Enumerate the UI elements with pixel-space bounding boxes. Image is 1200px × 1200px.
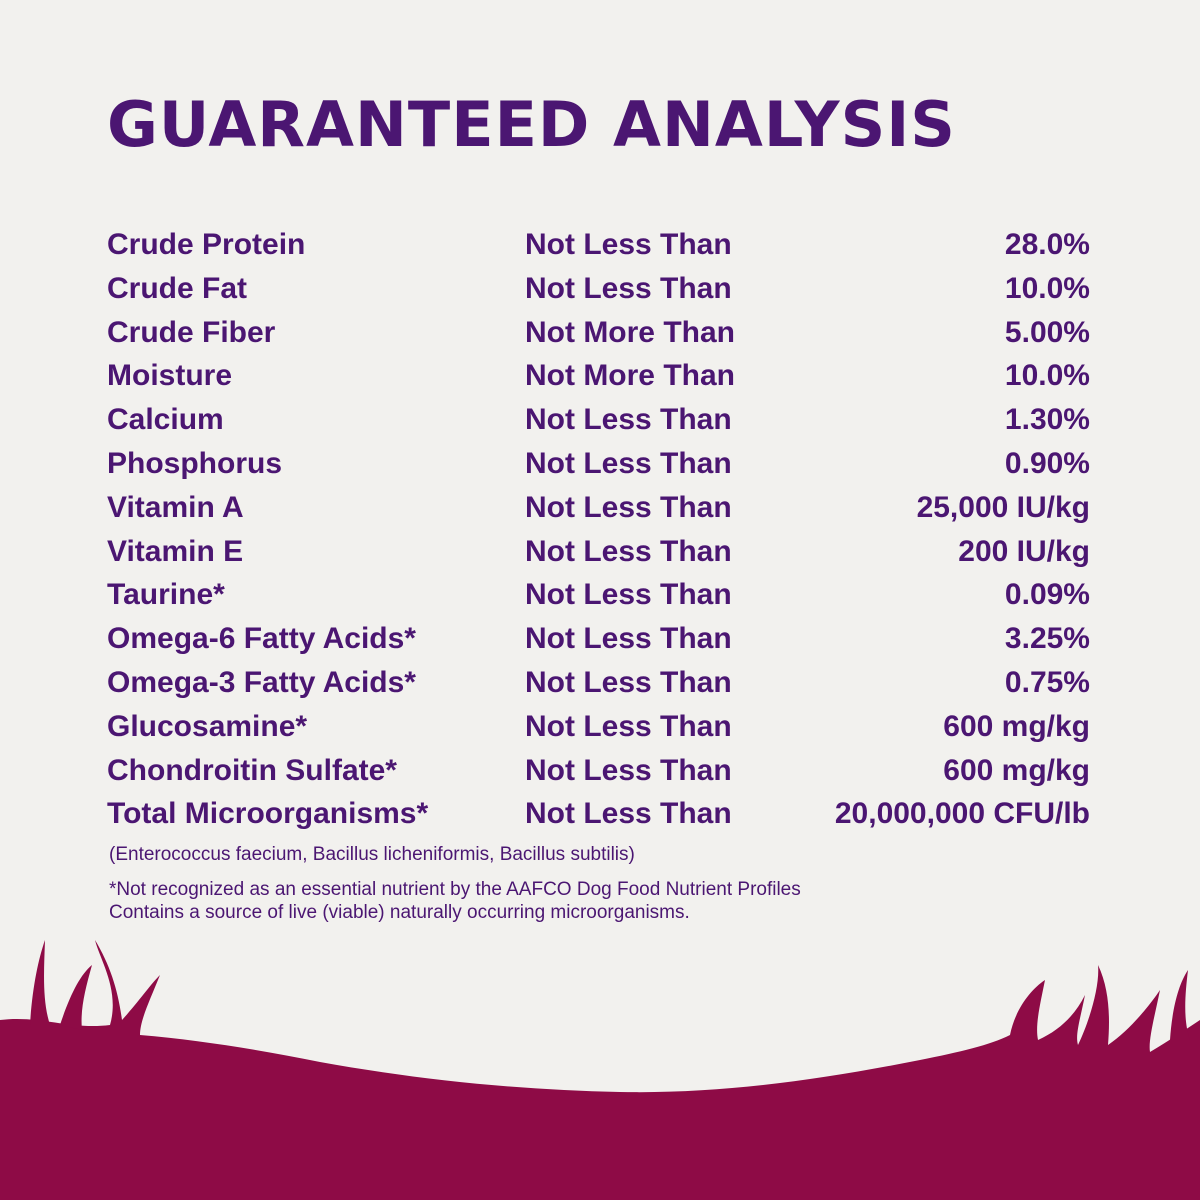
amount: 3.25% [1004,622,1090,656]
nutrient: Omega-6 Fatty Acids* [107,622,416,656]
qualifier: Not Less Than [525,228,732,261]
amount: 25,000 IU/kg [916,490,1090,524]
amount: 600 mg/kg [943,753,1090,787]
nutrient: Total Microorganisms* [107,797,429,831]
qualifier: Not Less Than [525,622,732,656]
qualifier: Not Less Than [525,403,732,437]
nutrient: Taurine* [107,578,225,612]
qualifier: Not Less Than [525,797,732,831]
amount: 1.30% [1004,403,1090,437]
qualifier: Not Less Than [525,666,732,699]
amount: 0.09% [1004,578,1090,612]
qualifier: Not Less Than [525,578,732,612]
qualifier: Not Less Than [525,490,732,524]
qualifier: Not Less Than [525,753,732,787]
amount: 5.00% [1004,315,1090,349]
amount: 600 mg/kg [943,709,1090,743]
title: GUARANTEED ANALYSIS [107,88,956,161]
qualifier: Not More Than [525,315,735,349]
nutrient: Calcium [107,403,224,437]
microorganisms-note: (Enterococcus faecium, Bacillus lichenif… [109,844,635,865]
qualifier: Not Less Than [525,447,732,480]
nutrient: Crude Fat [107,271,248,305]
nutrient: Omega-3 Fatty Acids* [107,666,416,699]
qualifier: Not Less Than [525,709,732,743]
nutrient: Vitamin E [107,534,244,568]
amount: 0.75% [1004,666,1090,699]
qualifier: Not Less Than [525,271,732,305]
amount: 0.90% [1004,447,1090,480]
amount: 20,000,000 CFU/lb [834,797,1090,831]
qualifier: Not More Than [525,359,735,393]
footnote: *Not recognized as an essential nutrient… [109,879,801,900]
footnote: Contains a source of live (viable) natur… [109,902,690,923]
nutrient: Phosphorus [107,447,283,480]
qualifier: Not Less Than [525,534,732,568]
nutrient: Crude Fiber [107,315,276,349]
nutrient: Crude Protein [107,228,306,261]
amount: 28.0% [1004,228,1090,261]
nutrient: Chondroitin Sulfate* [107,753,397,787]
amount: 10.0% [1004,359,1090,393]
amount: 200 IU/kg [958,534,1090,568]
amount: 10.0% [1004,271,1090,305]
nutrient: Moisture [107,359,233,393]
nutrient: Vitamin A [107,490,244,524]
nutrient: Glucosamine* [107,709,308,743]
